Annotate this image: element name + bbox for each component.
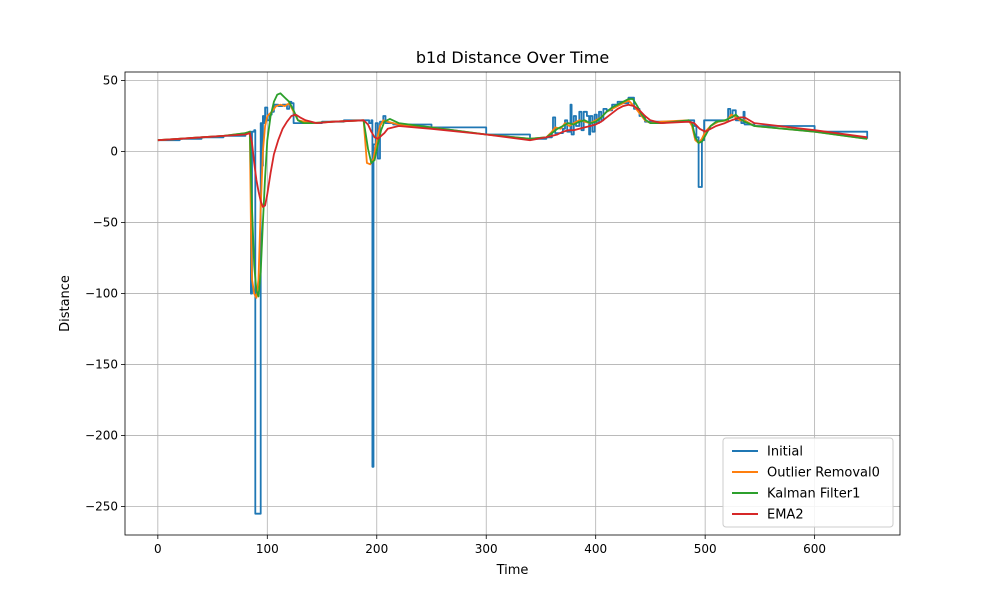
x-tick-label: 100 bbox=[256, 542, 279, 556]
series-group bbox=[157, 92, 869, 515]
x-tick-label: 400 bbox=[584, 542, 607, 556]
y-tick-label: −200 bbox=[85, 429, 118, 443]
legend: Initial Outlier Removal0 Kalman Filter1 EMA… bbox=[722, 437, 894, 528]
x-tick-label: 300 bbox=[475, 542, 498, 556]
y-tick-label: −100 bbox=[85, 287, 118, 301]
y-tick-label: −150 bbox=[85, 358, 118, 372]
chart-title: b1d Distance Over Time bbox=[416, 48, 609, 67]
y-tick-label: 50 bbox=[103, 74, 118, 88]
axes-frame bbox=[124, 71, 901, 536]
legend-label: Outlier Removal0 bbox=[767, 466, 880, 481]
legend-label: Initial bbox=[767, 445, 803, 460]
ticks: 0 100 200 300 400 500 600500−50−100−150−200−25… bbox=[85, 74, 826, 556]
series-line-ema2 bbox=[157, 103, 868, 208]
x-tick-label: 600 bbox=[803, 542, 826, 556]
legend-box bbox=[722, 437, 894, 528]
y-axis-label: Distance bbox=[58, 275, 73, 332]
legend-label: Kalman Filter1 bbox=[767, 487, 860, 502]
x-axis-label: Time bbox=[496, 563, 529, 578]
x-tick-label: 500 bbox=[694, 542, 717, 556]
y-tick-label: −250 bbox=[85, 500, 118, 514]
legend-label: EMA2 bbox=[767, 508, 804, 523]
x-tick-label: 0 bbox=[154, 542, 162, 556]
x-tick-label: 200 bbox=[365, 542, 388, 556]
y-tick-label: 0 bbox=[110, 145, 118, 159]
y-tick-label: −50 bbox=[93, 216, 118, 230]
